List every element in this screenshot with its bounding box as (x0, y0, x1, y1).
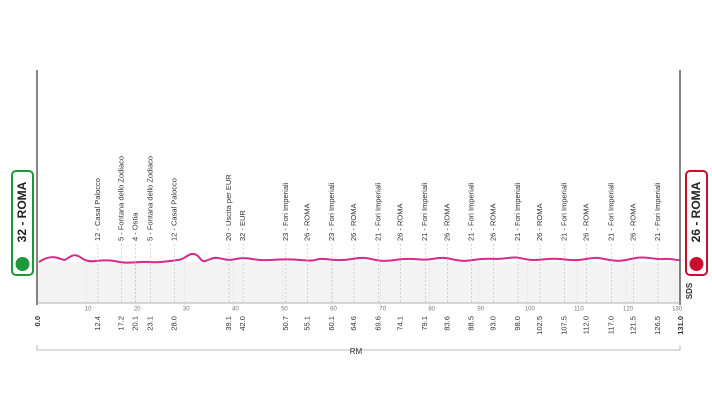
waypoint-name: 26 - ROMA (442, 203, 451, 241)
waypoint-name: 5 - Fontana dello Zodiaco (145, 156, 154, 241)
start-box (11, 170, 34, 276)
waypoint-km: 23.1 (145, 316, 154, 331)
waypoint-name: 26 - ROMA (396, 203, 405, 241)
waypoint-km: 98.0 (513, 316, 522, 331)
waypoint-km: 20.1 (131, 316, 140, 331)
waypoint-name: 12 - Casal Palocco (93, 178, 102, 241)
start-label: 32 - ROMA (15, 181, 29, 242)
start-icon (15, 257, 30, 271)
tick-label: 50 (281, 307, 288, 313)
waypoint-name: 26 - ROMA (582, 203, 591, 241)
waypoint-km: 93.0 (488, 316, 497, 331)
waypoint-name: 21 - Fori Imperiali (420, 182, 429, 241)
waypoint-name: 21 - Fori Imperiali (466, 182, 475, 241)
waypoint-name: 26 - ROMA (302, 203, 311, 241)
waypoint-name: 21 - Fori Imperiali (653, 182, 662, 241)
waypoint-name: 26 - ROMA (535, 203, 544, 241)
waypoint-name: 26 - ROMA (628, 203, 637, 241)
waypoint-name: 32 - EUR (238, 210, 247, 241)
tick-label: 80 (428, 307, 435, 313)
waypoint-name: 23 - Fori Imperiali (327, 182, 336, 241)
waypoint-km: 50.7 (281, 316, 290, 331)
waypoint-km: 107.5 (560, 316, 569, 335)
tick-label: 120 (623, 307, 634, 313)
waypoint-name: 26 - ROMA (349, 203, 358, 241)
tick-label: 20 (134, 307, 141, 313)
tick-label: 100 (525, 307, 536, 313)
waypoint-name: 21 - Fori Imperiali (560, 182, 569, 241)
area-label: RM (350, 347, 363, 356)
finish-km: 131.0 (676, 316, 685, 335)
waypoint-name: 4 - Ostia (131, 212, 140, 241)
waypoint-name: 21 - Fori Imperiali (513, 182, 522, 241)
waypoint-km: 39.1 (224, 316, 233, 331)
waypoint-km: 69.6 (374, 316, 383, 331)
tick-label: 70 (379, 307, 386, 313)
profile-area (37, 262, 680, 303)
tick-label: 90 (477, 307, 484, 313)
waypoint-km: 102.5 (535, 316, 544, 335)
finish-box (685, 170, 708, 276)
tick-label: 40 (232, 307, 239, 313)
waypoint-name: 5 - Fontana dello Zodiaco (116, 156, 125, 241)
waypoint-name: 26 - ROMA (488, 203, 497, 241)
waypoint-name: 21 - Fori Imperiali (606, 182, 615, 241)
elevation-line (38, 252, 681, 264)
waypoint-km: 112.0 (582, 316, 591, 334)
tick-label: 10 (85, 307, 92, 313)
tick-label: 60 (330, 307, 337, 313)
finish-label: 26 - ROMA (689, 181, 703, 242)
waypoint-km: 79.1 (420, 316, 429, 331)
waypoint-km: 64.6 (349, 316, 358, 331)
waypoint-km: 17.2 (116, 316, 125, 331)
start-km: 0.0 (33, 316, 42, 326)
waypoint-km: 83.6 (442, 316, 451, 331)
finish-icon (689, 257, 704, 271)
waypoint-name: 12 - Casal Palocco (169, 178, 178, 241)
waypoint-km: 88.5 (466, 316, 475, 331)
waypoint-km: 117.0 (606, 316, 615, 334)
waypoint-km: 74.1 (396, 316, 405, 331)
waypoint-km: 55.1 (302, 316, 311, 331)
waypoint-name: 20 - Uscita per EUR (224, 174, 233, 241)
waypoint-km: 60.1 (327, 316, 336, 331)
brand: SDS (685, 282, 694, 299)
waypoint-km: 42.0 (238, 316, 247, 331)
tick-label: 130 (672, 307, 683, 313)
waypoint-name: 23 - Fori Imperiali (281, 182, 290, 241)
waypoint-km: 121.5 (628, 316, 637, 335)
waypoint-name: 21 - Fori Imperiali (374, 182, 383, 241)
tick-label: 30 (183, 307, 190, 313)
waypoint-km: 12.4 (93, 316, 102, 331)
waypoint-km: 126.5 (653, 316, 662, 335)
area-bracket (36, 345, 681, 351)
waypoint-km: 28.0 (169, 316, 178, 331)
tick-label: 110 (574, 307, 584, 313)
